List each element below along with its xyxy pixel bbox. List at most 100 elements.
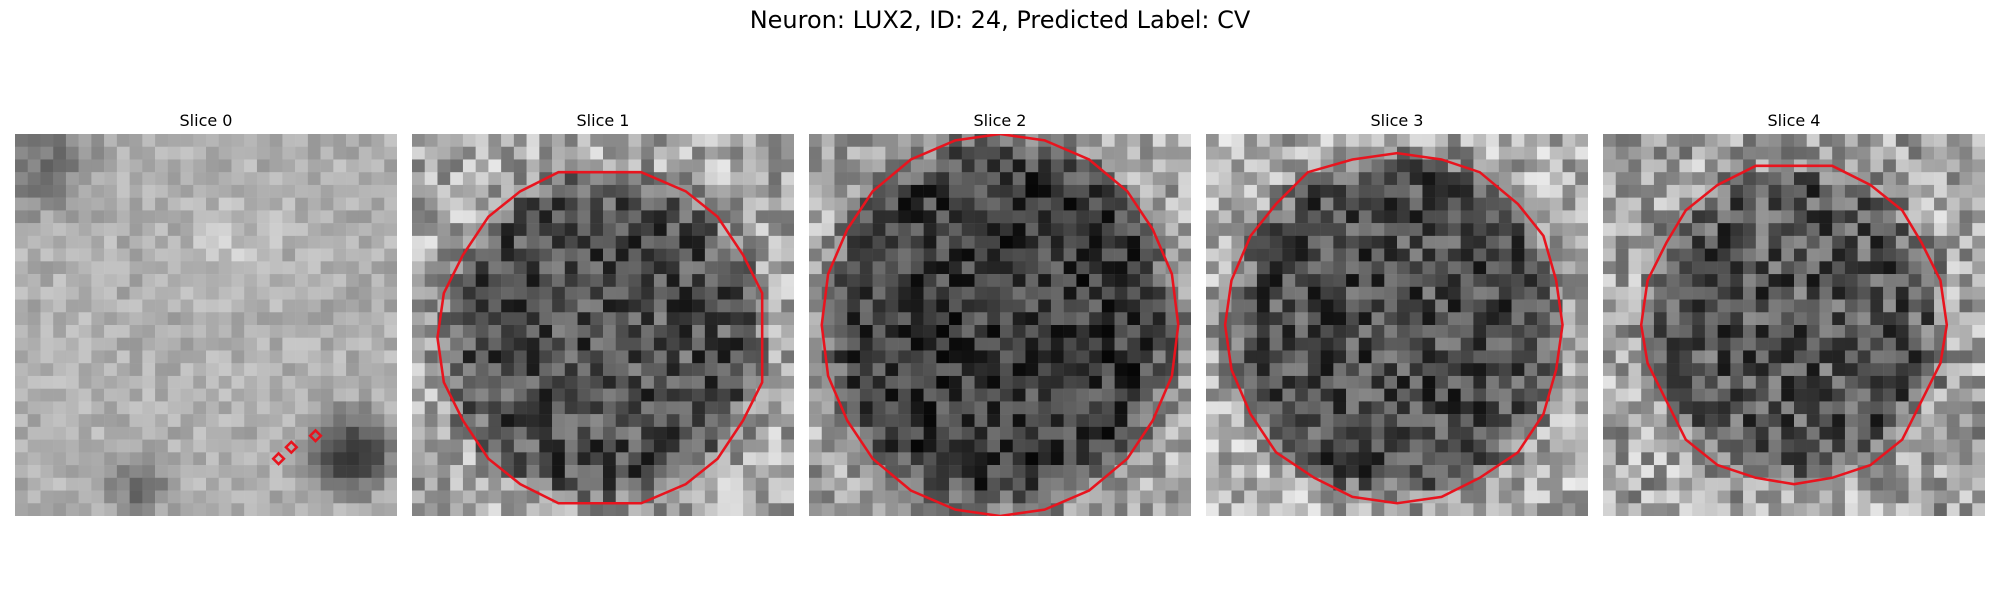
image-pixel xyxy=(346,210,360,224)
image-pixel xyxy=(129,426,143,440)
image-pixel xyxy=(142,312,156,326)
image-pixel xyxy=(641,401,655,415)
image-pixel xyxy=(1908,375,1922,389)
image-pixel xyxy=(1857,248,1871,262)
image-pixel xyxy=(1562,159,1576,173)
image-pixel xyxy=(193,261,207,275)
image-pixel xyxy=(1333,490,1347,504)
image-pixel xyxy=(974,299,988,313)
image-pixel xyxy=(424,146,438,160)
image-pixel xyxy=(307,172,321,186)
image-pixel xyxy=(666,490,680,504)
image-pixel xyxy=(974,184,988,198)
image-pixel xyxy=(1165,134,1179,147)
image-pixel xyxy=(539,477,553,491)
image-pixel xyxy=(1819,261,1833,275)
image-pixel xyxy=(1422,414,1436,428)
image-pixel xyxy=(1844,299,1858,313)
image-pixel xyxy=(1653,210,1667,224)
image-pixel xyxy=(307,286,321,300)
image-pixel xyxy=(1435,172,1449,186)
image-pixel xyxy=(116,235,130,249)
image-pixel xyxy=(1908,490,1922,504)
image-pixel xyxy=(847,350,861,364)
image-pixel xyxy=(91,235,105,249)
image-pixel xyxy=(641,388,655,402)
image-pixel xyxy=(615,261,629,275)
image-pixel xyxy=(27,426,41,440)
image-pixel xyxy=(847,503,861,516)
image-pixel xyxy=(1794,388,1807,402)
image-pixel xyxy=(206,337,219,351)
image-pixel xyxy=(552,210,566,224)
image-pixel xyxy=(1307,248,1321,262)
image-pixel xyxy=(1089,325,1103,338)
image-pixel xyxy=(910,172,924,186)
image-pixel xyxy=(1781,325,1795,338)
image-pixel xyxy=(1972,465,1985,479)
image-pixel xyxy=(1946,248,1960,262)
image-pixel xyxy=(641,134,655,147)
image-pixel xyxy=(40,503,54,516)
image-pixel xyxy=(1397,388,1410,402)
cell-contour xyxy=(820,134,1180,516)
image-pixel xyxy=(755,414,769,428)
image-pixel xyxy=(1282,210,1296,224)
image-pixel xyxy=(1152,134,1166,147)
image-pixel xyxy=(1218,197,1232,211)
image-pixel xyxy=(552,261,566,275)
image-pixel xyxy=(974,159,988,173)
image-pixel xyxy=(859,146,873,160)
image-pixel xyxy=(1307,503,1321,516)
image-pixel xyxy=(1256,312,1270,326)
image-pixel xyxy=(872,235,886,249)
image-pixel xyxy=(1460,134,1474,147)
image-pixel xyxy=(231,274,245,288)
image-pixel xyxy=(987,503,1001,516)
image-pixel xyxy=(346,325,360,338)
image-pixel xyxy=(1114,350,1128,364)
image-pixel xyxy=(628,172,642,186)
image-pixel xyxy=(231,261,245,275)
image-pixel xyxy=(755,490,769,504)
image-pixel xyxy=(1615,286,1629,300)
image-pixel xyxy=(269,439,283,453)
image-pixel xyxy=(180,490,194,504)
image-pixel xyxy=(15,312,28,326)
image-pixel xyxy=(961,197,975,211)
image-pixel xyxy=(872,223,886,237)
image-pixel xyxy=(885,490,899,504)
image-pixel xyxy=(1371,426,1385,440)
image-pixel xyxy=(91,197,105,211)
image-pixel xyxy=(180,388,194,402)
image-pixel xyxy=(129,439,143,453)
image-pixel xyxy=(244,146,258,160)
image-pixel xyxy=(1218,299,1232,313)
image-pixel xyxy=(1101,503,1115,516)
image-pixel xyxy=(91,210,105,224)
image-pixel xyxy=(603,375,616,389)
image-pixel xyxy=(1819,350,1833,364)
image-pixel xyxy=(1089,350,1103,364)
image-pixel xyxy=(590,388,604,402)
figure-title: Neuron: LUX2, ID: 24, Predicted Label: C… xyxy=(749,6,1251,34)
image-pixel xyxy=(1615,146,1629,160)
image-pixel xyxy=(1063,401,1077,415)
image-pixel xyxy=(437,490,451,504)
image-pixel xyxy=(1127,274,1141,288)
image-pixel xyxy=(641,350,655,364)
image-pixel xyxy=(1371,503,1385,516)
image-pixel xyxy=(244,261,258,275)
image-pixel xyxy=(1498,414,1512,428)
image-pixel xyxy=(333,439,347,453)
image-pixel xyxy=(987,452,1001,466)
image-pixel xyxy=(320,172,334,186)
image-pixel xyxy=(358,197,372,211)
image-pixel xyxy=(231,490,245,504)
image-pixel xyxy=(1768,261,1782,275)
image-pixel xyxy=(320,426,334,440)
image-pixel xyxy=(1575,350,1588,364)
image-pixel xyxy=(834,134,848,147)
image-pixel xyxy=(1628,477,1642,491)
image-pixel xyxy=(1473,439,1487,453)
